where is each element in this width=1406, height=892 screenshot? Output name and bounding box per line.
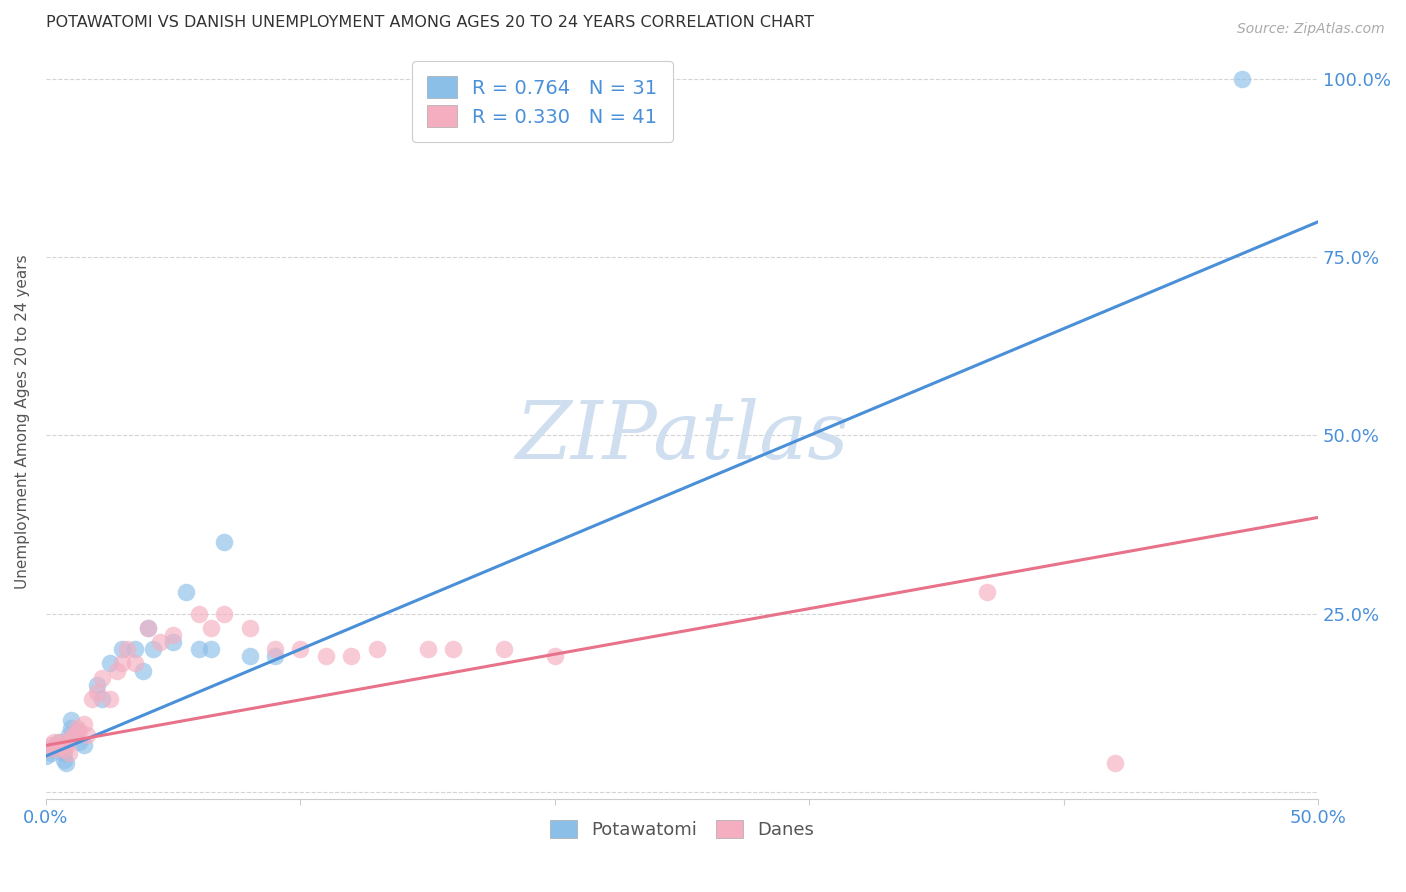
Point (86, 685, 108, 699)
Point (200, 642, 222, 657)
Y-axis label: Unemployment Among Ages 20 to 24 years: Unemployment Among Ages 20 to 24 years (15, 254, 30, 589)
Point (416, 642, 439, 657)
Point (98, 692, 121, 706)
Point (80, 692, 103, 706)
Point (55, 756, 77, 771)
Point (212, 535, 235, 549)
Point (45, 742, 67, 756)
Point (124, 642, 146, 657)
Point (111, 642, 134, 657)
Point (131, 664, 153, 678)
Point (366, 642, 388, 657)
Point (65, 724, 87, 739)
Point (63, 728, 86, 742)
Point (65, 721, 87, 735)
Point (441, 642, 464, 657)
Point (73, 739, 96, 753)
Point (290, 642, 312, 657)
Point (264, 649, 287, 664)
Point (136, 621, 159, 635)
Point (48, 735, 70, 749)
Point (52, 753, 75, 767)
Legend: Potawatomi, Danes: Potawatomi, Danes (543, 814, 821, 847)
Point (162, 635, 184, 649)
Point (124, 657, 146, 671)
Point (976, 585, 998, 599)
Point (187, 607, 209, 621)
Point (48, 739, 70, 753)
Point (340, 649, 363, 664)
Text: ZIPatlas: ZIPatlas (516, 398, 849, 475)
Point (60, 731, 83, 746)
Point (142, 642, 165, 657)
Point (105, 664, 128, 678)
Point (315, 649, 337, 664)
Point (51, 742, 73, 756)
Point (51, 735, 73, 749)
Point (238, 649, 260, 664)
Point (60, 721, 83, 735)
Point (238, 621, 260, 635)
Point (58, 746, 80, 760)
Text: POTAWATOMI VS DANISH UNEMPLOYMENT AMONG AGES 20 TO 24 YEARS CORRELATION CHART: POTAWATOMI VS DANISH UNEMPLOYMENT AMONG … (46, 15, 814, 30)
Point (212, 607, 235, 621)
Point (67, 735, 90, 749)
Point (492, 642, 515, 657)
Point (1230, 72, 1253, 87)
Point (544, 649, 567, 664)
Point (91, 671, 114, 685)
Point (149, 635, 172, 649)
Point (35, 749, 58, 764)
Point (39, 739, 62, 753)
Point (39, 746, 62, 760)
Point (42, 742, 65, 756)
Point (187, 642, 209, 657)
Point (67, 724, 90, 739)
Point (58, 728, 80, 742)
Point (174, 585, 197, 599)
Point (136, 621, 159, 635)
Point (98, 657, 121, 671)
Point (45, 739, 67, 753)
Point (264, 642, 287, 657)
Point (73, 717, 96, 731)
Text: Source: ZipAtlas.com: Source: ZipAtlas.com (1237, 22, 1385, 37)
Point (60, 714, 83, 728)
Point (117, 642, 139, 657)
Point (76, 728, 98, 742)
Point (111, 657, 134, 671)
Point (52, 746, 75, 760)
Point (91, 692, 114, 706)
Point (1104, 756, 1126, 771)
Point (200, 621, 222, 635)
Point (55, 739, 77, 753)
Point (35, 742, 58, 756)
Point (86, 678, 108, 692)
Point (52, 742, 75, 756)
Point (42, 735, 65, 749)
Point (162, 628, 184, 642)
